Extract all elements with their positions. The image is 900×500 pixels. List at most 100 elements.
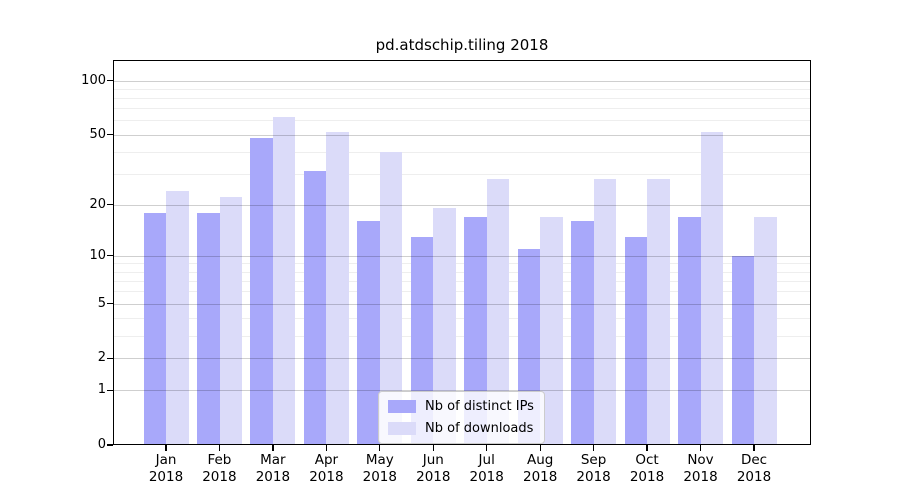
x-tick-label-jan: Jan 2018 [138,452,194,486]
legend-label-distinct-ips: Nb of distinct IPs [425,399,534,414]
x-tick-label-feb: Feb 2018 [191,452,247,486]
gridline-minor [113,173,811,175]
x-tick-label-dec: Dec 2018 [726,452,782,486]
x-tick-year: 2018 [362,469,397,485]
x-tick-month: Apr [314,452,339,468]
y-tick-label: 20 [89,196,106,212]
x-tick-year: 2018 [576,469,611,485]
bar-distinct-ips-nov [678,216,701,445]
x-tick-mark [753,445,755,451]
legend-swatch-downloads [388,422,416,435]
x-tick-year: 2018 [523,469,558,485]
gridline-major [113,390,811,392]
legend-swatch-distinct-ips [388,400,416,413]
x-tick-mark [165,445,167,451]
y-tick-label: 1 [97,382,106,398]
gridline-minor [113,151,811,153]
x-tick-month: Feb [207,452,232,468]
x-tick-label-sep: Sep 2018 [566,452,622,486]
y-tick-mark [107,203,113,206]
gridline-major [113,204,811,206]
gridline-minor [113,335,811,337]
bar-downloads-feb [219,197,242,445]
x-tick-month: Dec [740,452,768,468]
y-tick-mark [107,444,113,446]
gridline-minor [113,120,811,122]
bar-distinct-ips-jan [143,212,166,445]
x-tick-year: 2018 [309,469,344,485]
y-tick-mark [107,302,113,305]
gridline-major [113,134,811,136]
y-tick-label: 50 [89,126,106,142]
x-tick-mark [646,445,648,451]
x-tick-year: 2018 [202,469,237,485]
gridline-major [113,255,811,257]
x-tick-year: 2018 [469,469,504,485]
x-tick-mark [699,445,702,451]
bar-distinct-ips-mar [250,137,273,445]
bar-downloads-jan [166,190,189,445]
x-tick-label-jun: Jun 2018 [405,452,461,486]
bar-downloads-dec [754,216,777,445]
x-tick-mark [432,445,434,451]
bar-distinct-ips-oct [624,236,647,445]
bar-downloads-may [379,151,403,445]
gridline-major [113,80,811,82]
gridline-minor [113,263,811,265]
gridline-major [113,358,811,360]
x-tick-month: May [365,452,394,468]
x-tick-mark [592,445,595,451]
gridline-minor [113,280,811,282]
x-tick-label-may: May 2018 [352,452,408,486]
bar-downloads-apr [326,131,349,445]
x-tick-year: 2018 [255,469,291,485]
y-tick-label: 5 [97,295,106,311]
bar-distinct-ips-jul [464,216,487,445]
bar-downloads-mar [272,116,296,445]
x-tick-month: Jun [422,452,444,468]
y-tick-mark [107,133,113,136]
x-tick-mark [272,445,274,451]
bar-downloads-oct [647,179,670,445]
gridline-major [113,303,811,305]
x-tick-month: Jul [478,452,495,468]
bar-downloads-jun [433,208,456,445]
bar-distinct-ips-apr [303,171,327,445]
bar-distinct-ips-dec [731,255,754,445]
x-tick-year: 2018 [416,469,451,485]
x-tick-mark [539,445,541,451]
gridline-minor [113,98,811,99]
x-tick-mark [379,445,381,451]
x-tick-label-nov: Nov 2018 [673,452,729,486]
x-tick-year: 2018 [736,469,772,485]
y-tick-mark [107,389,113,391]
y-tick-label: 100 [81,72,106,88]
x-tick-month: Nov [687,452,714,468]
x-tick-month: Sep [580,452,607,468]
chart-title: pd.atdschip.tiling 2018 [375,36,549,54]
x-tick-month: Aug [527,452,554,468]
legend-entry-distinct-ips: Nb of distinct IPs [388,397,534,416]
gridline-minor [113,271,811,273]
x-tick-year: 2018 [683,469,718,485]
gridline-minor [113,317,811,319]
bar-downloads-jul [486,179,510,445]
y-tick-label: 2 [97,350,106,366]
x-tick-label-apr: Apr 2018 [298,452,354,486]
y-tick-label: 0 [97,437,106,452]
y-tick-mark [107,254,113,257]
gridline-minor [113,108,811,110]
bar-downloads-nov [700,131,723,445]
x-tick-label-aug: Aug 2018 [512,452,568,486]
x-tick-year: 2018 [629,469,665,485]
x-tick-month: Oct [635,452,659,468]
plot-area [113,60,811,445]
x-tick-mark [486,445,488,451]
y-tick-mark [107,357,113,359]
bar-distinct-ips-may [357,221,380,445]
bar-distinct-ips-feb [197,212,220,445]
x-tick-mark [218,445,221,451]
x-tick-label-mar: Mar 2018 [245,452,301,486]
bar-distinct-ips-sep [571,221,594,445]
